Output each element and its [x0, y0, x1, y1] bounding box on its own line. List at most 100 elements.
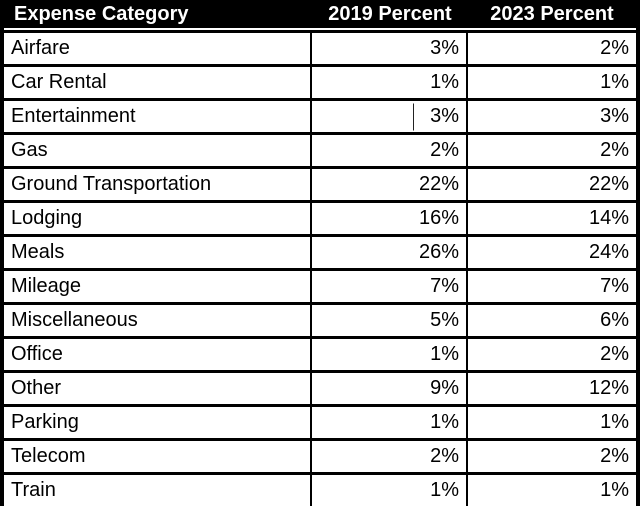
text-cursor-caret: [412, 103, 414, 130]
cell-expense-category[interactable]: Entertainment: [4, 98, 312, 132]
cell-text: 12%: [588, 377, 629, 399]
cell-text: Parking: [11, 411, 79, 433]
cell-2023-percent[interactable]: 1%: [468, 64, 636, 98]
cell-2019-percent[interactable]: 1%: [312, 336, 468, 370]
cell-2019-percent[interactable]: 16%: [312, 200, 468, 234]
cell-expense-category[interactable]: Miscellaneous: [4, 302, 312, 336]
cell-text: 22%: [418, 173, 459, 195]
cell-text: 1%: [600, 479, 629, 501]
header-row: Expense Category 2019 Percent 2023 Perce…: [4, 0, 636, 30]
table-row: Ground Transportation 22% 22%: [4, 166, 636, 200]
cell-text: 1%: [600, 411, 629, 433]
cell-2019-percent[interactable]: 7%: [312, 268, 468, 302]
cell-2019-percent[interactable]: 2%: [312, 438, 468, 472]
cell-text: 7%: [600, 275, 629, 297]
cell-2019-percent[interactable]: 1%: [312, 64, 468, 98]
table-row: Meals 26% 24%: [4, 234, 636, 268]
table-row: Other 9% 12%: [4, 370, 636, 404]
cell-text: 3%: [430, 105, 459, 127]
cell-2023-percent[interactable]: 12%: [468, 370, 636, 404]
table-row: Telecom 2% 2%: [4, 438, 636, 472]
cell-expense-category[interactable]: Train: [4, 472, 312, 506]
cell-expense-category[interactable]: Airfare: [4, 30, 312, 64]
table-row: Parking 1% 1%: [4, 404, 636, 438]
cell-text: Telecom: [11, 445, 86, 467]
cell-2023-percent[interactable]: 7%: [468, 268, 636, 302]
cell-text: 14%: [588, 207, 629, 229]
header-expense-category[interactable]: Expense Category: [4, 0, 312, 30]
table-row: Office 1% 2%: [4, 336, 636, 370]
table-row: Mileage 7% 7%: [4, 268, 636, 302]
cell-expense-category[interactable]: Other: [4, 370, 312, 404]
cell-expense-category[interactable]: Telecom: [4, 438, 312, 472]
cell-text: 6%: [600, 309, 629, 331]
cell-text: Gas: [11, 139, 48, 161]
cell-expense-category[interactable]: Meals: [4, 234, 312, 268]
cell-text: 2%: [600, 139, 629, 161]
cell-expense-category[interactable]: Lodging: [4, 200, 312, 234]
cell-text: 7%: [430, 275, 459, 297]
cell-text: 5%: [430, 309, 459, 331]
cell-text: 2%: [430, 139, 459, 161]
cell-2023-percent[interactable]: 1%: [468, 404, 636, 438]
cell-2023-percent[interactable]: 24%: [468, 234, 636, 268]
cell-2023-percent[interactable]: 2%: [468, 438, 636, 472]
cell-2019-percent[interactable]: 3%: [312, 30, 468, 64]
table-row: Airfare 3% 2%: [4, 30, 636, 64]
cell-2023-percent[interactable]: 14%: [468, 200, 636, 234]
cell-text: Airfare: [11, 37, 70, 59]
cell-text: 3%: [600, 105, 629, 127]
cell-2023-percent[interactable]: 2%: [468, 336, 636, 370]
table-row: Miscellaneous 5% 6%: [4, 302, 636, 336]
cell-expense-category[interactable]: Gas: [4, 132, 312, 166]
cell-2023-percent[interactable]: 3%: [468, 98, 636, 132]
cell-text: 2%: [600, 445, 629, 467]
cell-text: 2%: [430, 445, 459, 467]
cell-expense-category[interactable]: Office: [4, 336, 312, 370]
table-row: Gas 2% 2%: [4, 132, 636, 166]
cell-text: Miscellaneous: [11, 309, 138, 331]
cell-2023-percent[interactable]: 6%: [468, 302, 636, 336]
cell-text: 9%: [430, 377, 459, 399]
cell-text: Office: [11, 343, 63, 365]
cell-expense-category[interactable]: Car Rental: [4, 64, 312, 98]
cell-text: 2%: [600, 343, 629, 365]
cell-2019-percent[interactable]: 5%: [312, 302, 468, 336]
cell-2019-percent[interactable]: 2%: [312, 132, 468, 166]
cell-text: Train: [11, 479, 56, 501]
cell-text: Meals: [11, 241, 65, 263]
cell-2019-percent[interactable]: 3%: [312, 98, 468, 132]
table-row: Lodging 16% 14%: [4, 200, 636, 234]
cell-text: 1%: [430, 479, 459, 501]
cell-2023-percent[interactable]: 2%: [468, 30, 636, 64]
cell-text: Ground Transportation: [11, 173, 212, 195]
cell-2019-percent[interactable]: 1%: [312, 404, 468, 438]
cell-text: 22%: [588, 173, 629, 195]
cell-text: Lodging: [11, 207, 83, 229]
cell-text: 2%: [600, 37, 629, 59]
cell-2019-percent[interactable]: 1%: [312, 472, 468, 506]
cell-2019-percent[interactable]: 22%: [312, 166, 468, 200]
cell-text: 1%: [430, 343, 459, 365]
cell-2019-percent[interactable]: 26%: [312, 234, 468, 268]
cell-text: 26%: [418, 241, 459, 263]
cell-expense-category[interactable]: Ground Transportation: [4, 166, 312, 200]
cell-2023-percent[interactable]: 22%: [468, 166, 636, 200]
cell-expense-category[interactable]: Mileage: [4, 268, 312, 302]
cell-text: 1%: [430, 71, 459, 93]
cell-expense-category[interactable]: Parking: [4, 404, 312, 438]
header-2023-percent[interactable]: 2023 Percent: [468, 0, 636, 30]
cell-2023-percent[interactable]: 2%: [468, 132, 636, 166]
cell-text: Mileage: [11, 275, 82, 297]
cell-text: 1%: [600, 71, 629, 93]
cell-text: Entertainment: [11, 105, 136, 127]
header-2019-percent[interactable]: 2019 Percent: [312, 0, 468, 30]
cell-text: 3%: [430, 37, 459, 59]
cell-2019-percent[interactable]: 9%: [312, 370, 468, 404]
table-row: Train 1% 1%: [4, 472, 636, 506]
cell-2023-percent[interactable]: 1%: [468, 472, 636, 506]
table-body: Airfare 3% 2% Car Rental 1% 1% Entertainment 3%…: [4, 30, 636, 506]
cell-text: 16%: [418, 207, 459, 229]
cell-text: 1%: [430, 411, 459, 433]
